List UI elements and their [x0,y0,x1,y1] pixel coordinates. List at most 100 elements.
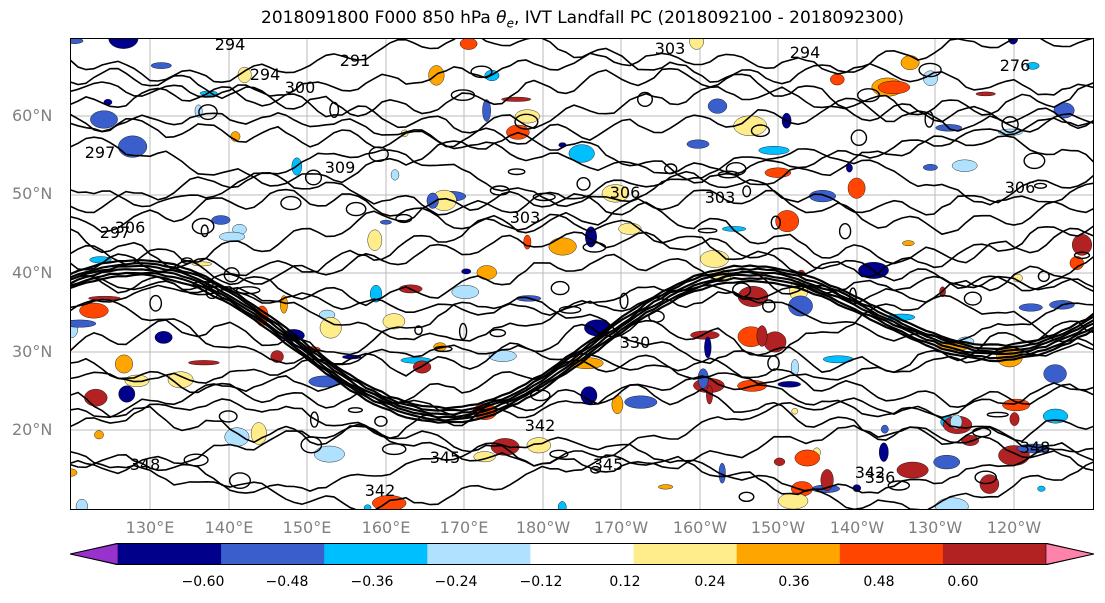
pc-shaded-cell [830,73,845,86]
pc-shaded-cell [700,250,730,268]
theta-e-contour [228,472,251,489]
pc-shaded-cell [756,325,768,347]
contour-label: 348 [130,455,161,474]
theta-e-contour [576,176,591,191]
lat-label: 30°N [12,342,53,361]
contour-label: 342 [855,463,886,482]
contour-label: 306 [610,183,641,202]
contour-label: 294 [790,43,821,62]
theta-e-contour [70,294,1094,365]
theta-e-contour [738,491,755,502]
theta-e-contour [637,91,654,108]
colorbar-extend-high [1045,543,1094,565]
theta-e-contour [70,319,1094,377]
colorbar-tick: 0.36 [778,574,810,590]
theta-e-contour [1023,152,1046,170]
pc-shaded-cell [658,484,674,490]
contour-label: 306 [1005,178,1036,197]
lon-label: 180°W [515,518,571,537]
theta-e-contour [192,280,214,288]
colorbar-tick: 0.12 [609,574,641,590]
theta-e-contour [70,275,1094,317]
colorbar-tick: −0.48 [265,574,309,590]
theta-e-contour [70,253,1094,307]
pc-shaded-cell [219,231,246,242]
contour-label: 297 [100,223,131,242]
pc-shaded-cell [313,445,345,463]
theta-e-contour [963,291,982,306]
pc-shaded-cell [1037,485,1046,492]
lon-label: 160°W [672,518,728,537]
pc-shaded-cell [820,469,834,491]
theta-e-contour [731,282,752,298]
theta-e-contour [205,285,219,300]
theta-e-contour [582,241,607,253]
theta-e-contour [70,38,1094,85]
pc-shaded-cell [191,261,213,267]
pc-shaded-cell [382,313,406,330]
title-prefix: 2018091800 F000 850 hPa [261,8,497,28]
contour-label: 297 [85,143,116,162]
colorbar-tick: 0.24 [694,574,726,590]
theta-e-contour [619,292,629,310]
theta-e-contour [458,322,468,340]
theta-e-contour [183,453,209,467]
theta-e-contour [381,443,407,456]
pc-shaded-cell [70,319,97,328]
theta-e-contour [70,188,1094,236]
theta-e-contour [347,407,364,414]
theta-e-contour [1033,182,1048,189]
pc-shaded-cell [75,498,88,510]
colorbar-tick: −0.24 [434,574,478,590]
contour-label: 309 [325,158,356,177]
pc-shaded-cell [879,442,889,462]
theta-e-contour [191,217,215,235]
pc-shaded-cell [1002,398,1031,412]
theta-e-contour [345,201,367,217]
theta-e-contour [848,287,857,305]
pc-shaded-cell [877,80,911,95]
theta-e-contour [70,273,1094,424]
theta-e-contour [70,264,1094,416]
contour-label: 303 [705,188,736,207]
contour-label: 336 [865,468,896,487]
theta-e-contour [924,110,935,128]
contour-label: 294 [250,65,281,84]
pc-shaded-cell [79,302,109,319]
pc-shaded-cell [847,177,866,199]
colorbar-tick: −0.12 [519,574,563,590]
pc-shaded-cell [150,62,172,69]
theta-e-contour [887,480,910,491]
theta-e-contour [857,88,881,103]
theta-e-contour [648,310,665,323]
pc-shaded-cell [224,427,250,447]
contour-label: 291 [340,51,371,70]
theta-e-contour [972,427,992,438]
theta-e-contour [395,213,413,224]
pc-shaded-cell [704,336,712,359]
pc-shaded-cell [118,385,136,403]
pc-shaded-cell [1043,364,1067,384]
pc-shaded-cell [846,163,853,173]
pc-shaded-cell [881,424,889,434]
pc-shaded-cell [115,354,133,374]
theta-e-contour [300,436,323,454]
theta-e-contour [558,305,582,314]
theta-e-contour [70,170,1094,216]
lon-label: 130°E [125,518,175,537]
theta-e-contour [70,85,1094,134]
contour-label: 294 [215,38,246,54]
pc-shaded-cell [809,190,836,203]
pc-shaded-cell [154,331,173,344]
pc-shaded-cell [778,492,809,510]
contour-label: 276 [1000,56,1031,75]
title-theta: θ [496,8,507,28]
theta-e-contour [489,185,510,196]
pc-shaded-cell [775,210,800,233]
pc-shaded-cell [211,215,231,225]
theta-e-contour [70,259,1094,410]
theta-e-contour [1001,116,1019,133]
pc-shaded-cell [461,268,472,275]
theta-e-contour [70,436,1094,494]
pc-shaded-cell [118,135,148,158]
